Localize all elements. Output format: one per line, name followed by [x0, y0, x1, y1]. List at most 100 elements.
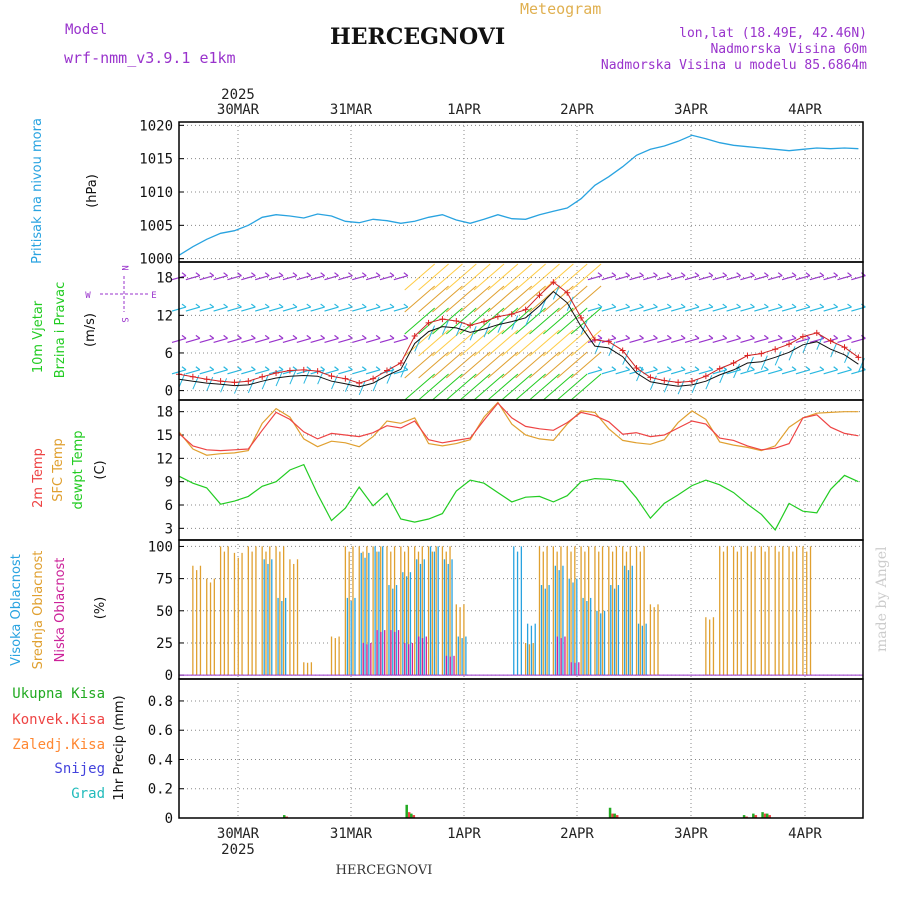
wind-arrow-head — [223, 303, 228, 308]
wind-arrow-head — [639, 272, 644, 277]
y-tick-label: 12 — [156, 308, 173, 324]
wind-barb — [487, 351, 519, 379]
gust-marker — [591, 336, 598, 343]
wind-arrow — [629, 306, 644, 312]
wind-barb — [487, 285, 519, 313]
wind-arrow — [698, 275, 714, 281]
wind-barb — [529, 263, 560, 291]
wind-arrow-cyan — [247, 378, 255, 394]
wind-arrow-head — [348, 303, 353, 308]
wind-barb — [501, 307, 533, 335]
cloud-panel: 0 25 50 75 100 — [148, 539, 864, 684]
wind-arrow-head — [237, 272, 242, 277]
wind-arrow-cyan — [358, 380, 366, 396]
wind-arrow-head — [777, 303, 783, 308]
wind-arrow-head — [334, 334, 339, 339]
wind-arrow — [684, 369, 700, 375]
wind-arrow — [213, 369, 228, 375]
gust-marker — [716, 365, 723, 372]
wind-arrow-cyan — [511, 315, 519, 330]
wind-arrow-cyan — [441, 320, 449, 335]
wind-arrow — [601, 275, 616, 281]
wind-arrow-head — [264, 366, 270, 371]
wind-arrow-head — [833, 272, 839, 277]
wind-arrow — [643, 275, 658, 281]
cloud-side-label-3: Niska Oblacnost — [53, 558, 68, 663]
wind-arrow-head — [334, 303, 339, 308]
wind-arrow — [324, 306, 339, 312]
wind-arrow-cyan — [275, 371, 283, 387]
gust-marker — [786, 341, 793, 348]
wind-arrow — [601, 369, 616, 375]
gust-marker — [619, 347, 626, 354]
wind-arrow-head — [403, 334, 409, 339]
gust-marker — [799, 333, 806, 340]
wind-arrow-head — [666, 334, 672, 339]
top-axis-date: 30MAR — [217, 102, 260, 118]
wind-barb — [459, 285, 491, 313]
gust-marker — [231, 379, 238, 386]
gust-marker — [633, 365, 640, 372]
gust-marker — [578, 314, 585, 321]
wind-arrow-head — [278, 366, 284, 371]
gust-marker — [370, 375, 377, 382]
wind-barb — [570, 373, 602, 401]
wind-arrow — [837, 369, 852, 375]
gust-marker — [522, 306, 529, 313]
wind-arrow — [241, 369, 256, 375]
wind-arrow-head — [237, 303, 242, 308]
wind-arrow — [213, 275, 228, 281]
wind-arrow — [324, 369, 339, 375]
wind-speed-line — [178, 290, 859, 388]
wind-arrow-head — [250, 334, 256, 339]
wind-arrow-cyan — [497, 318, 505, 333]
wind-barb — [487, 263, 519, 291]
wind-barb — [445, 307, 477, 335]
wind-arrow-head — [847, 272, 852, 277]
wind-barb — [570, 307, 602, 335]
wind-arrow — [657, 369, 672, 375]
sfc-temp-line — [178, 401, 859, 456]
gust-marker — [383, 367, 390, 374]
wind-barb — [529, 373, 560, 401]
wind-arrow-head — [389, 303, 395, 308]
wind-arrow-cyan — [816, 335, 824, 350]
y-tick-label: 1015 — [139, 152, 173, 168]
wind-arrow — [185, 337, 201, 343]
wind-arrow — [643, 306, 658, 312]
wind-arrow — [670, 306, 686, 312]
wind-barb — [556, 307, 588, 335]
wind-barb — [515, 285, 546, 313]
wind-arrow-head — [292, 303, 298, 308]
precip-legend-frz: Zaledj.Kisa — [12, 737, 105, 753]
wind-arrow — [338, 306, 353, 312]
y-tick-label: 18 — [156, 405, 173, 421]
wind-arrow — [712, 306, 727, 312]
wind-arrow-cyan — [788, 346, 796, 361]
wind-arrow — [670, 337, 686, 343]
wind-arrow — [657, 306, 672, 312]
wind-arrow-head — [819, 272, 825, 277]
pressure-side-label: Pritisak na nivou mora — [30, 118, 45, 264]
y-tick-label: 1000 — [139, 252, 173, 268]
wind-barb — [556, 263, 588, 291]
wind-arrow-head — [306, 366, 312, 371]
temp-side-label-2: SFC Temp — [51, 438, 66, 502]
wind-arrow-head — [361, 366, 367, 371]
y-tick-label: 18 — [156, 271, 173, 287]
wind-arrow-head — [195, 303, 201, 308]
wind-arrow-head — [209, 366, 215, 371]
wind-arrow — [657, 337, 672, 343]
dewpt-line — [178, 463, 859, 531]
wind-arrow — [698, 306, 714, 312]
wind-arrow-cyan — [552, 285, 560, 300]
bottom-axis-date: 2APR — [560, 826, 594, 842]
panel-border — [178, 261, 864, 401]
wind-side-label-1: 10m Vjetar — [31, 300, 46, 373]
wind-arrow — [809, 275, 824, 281]
wind-arrow — [726, 337, 741, 343]
y-tick-label: 9 — [165, 475, 173, 491]
wind-arrow-head — [694, 303, 700, 308]
compass-west: W — [85, 291, 91, 301]
wind-arrow — [795, 306, 811, 312]
